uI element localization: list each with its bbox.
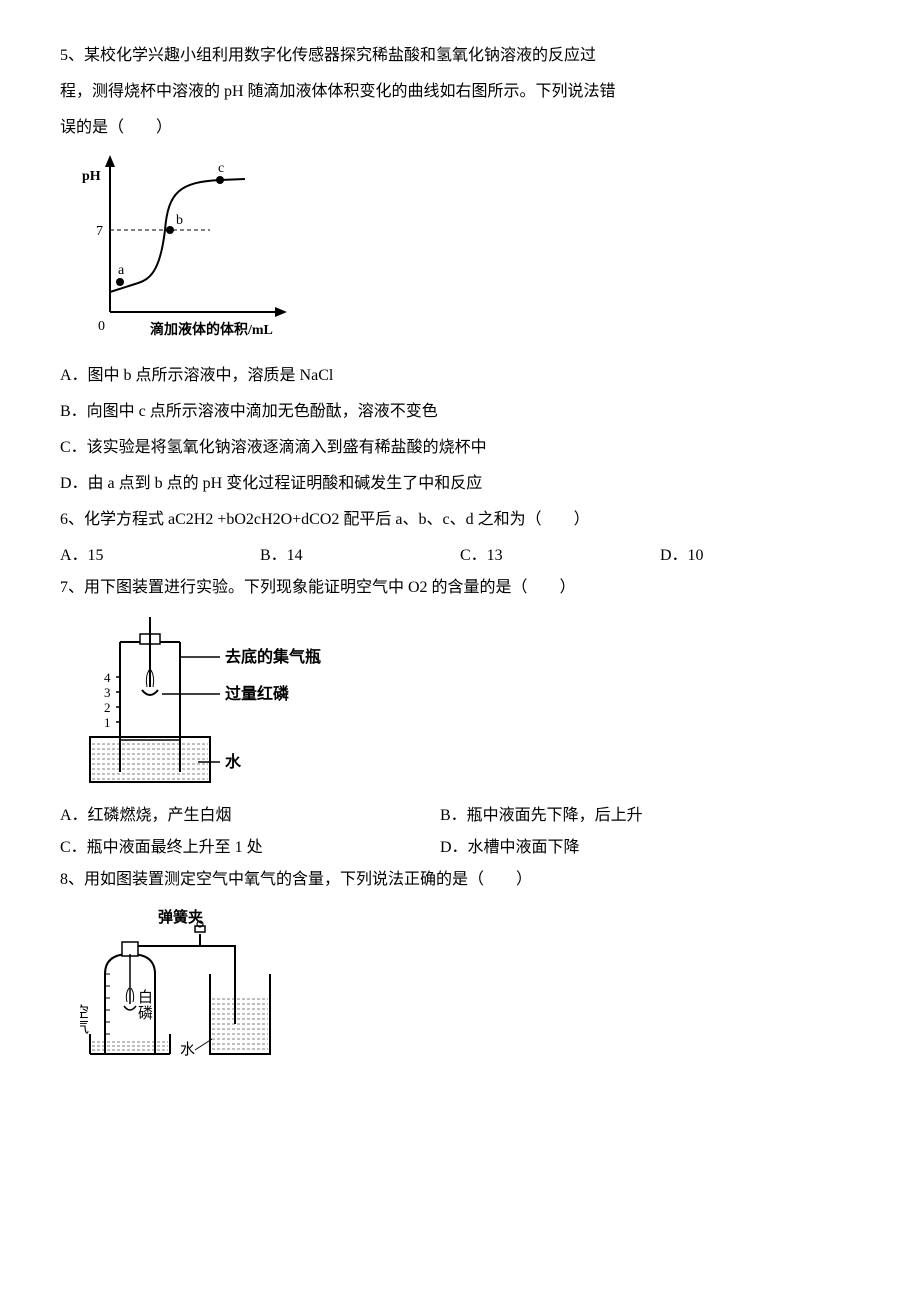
svg-text:4: 4 — [104, 670, 111, 685]
svg-text:空气: 空气 — [80, 1004, 89, 1034]
svg-text:pH: pH — [82, 169, 101, 184]
svg-text:3: 3 — [104, 685, 111, 700]
svg-text:滴加液体的体积/mL: 滴加液体的体积/mL — [150, 321, 273, 338]
q6-option-a: A．15 — [60, 540, 260, 572]
q8-stem: 8、用如图装置测定空气中氧气的含量，下列说法正确的是（ ） — [60, 864, 860, 896]
svg-text:过量红磷: 过量红磷 — [225, 684, 290, 703]
svg-text:0: 0 — [98, 319, 105, 334]
q6-options: A．15 B．14 C．13 D．10 — [60, 540, 860, 572]
q5-option-b: B．向图中 c 点所示溶液中滴加无色酚酞，溶液不变色 — [60, 396, 860, 428]
q7-option-a: A．红磷燃烧，产生白烟 — [60, 800, 440, 832]
svg-text:水: 水 — [180, 1041, 195, 1058]
svg-text:a: a — [118, 263, 125, 278]
q5-option-a: A．图中 b 点所示溶液中，溶质是 NaCl — [60, 360, 860, 392]
q8-diagram: 弹簧夹空气 白磷水 — [80, 904, 860, 1064]
svg-text:7: 7 — [96, 224, 103, 239]
svg-text:水: 水 — [225, 752, 242, 771]
q5-stem-line1: 5、某校化学兴趣小组利用数字化传感器探究稀盐酸和氢氧化钠溶液的反应过 — [60, 40, 860, 72]
q7-options-row2: C．瓶中液面最终上升至 1 处 D．水槽中液面下降 — [60, 832, 860, 864]
q5-option-d: D．由 a 点到 b 点的 pH 变化过程证明酸和碱发生了中和反应 — [60, 468, 860, 500]
svg-text:c: c — [218, 161, 224, 176]
q5-stem-line2: 程，测得烧杯中溶液的 pH 随滴加液体体积变化的曲线如右图所示。下列说法错 — [60, 76, 860, 108]
q7-diagram: 4321 去底的集气瓶过量红磷水 — [80, 612, 860, 792]
svg-text:2: 2 — [104, 700, 111, 715]
svg-text:b: b — [176, 213, 183, 228]
q7-option-b: B．瓶中液面先下降，后上升 — [440, 800, 820, 832]
svg-text:去底的集气瓶: 去底的集气瓶 — [225, 647, 321, 666]
q7-options-row1: A．红磷燃烧，产生白烟 B．瓶中液面先下降，后上升 — [60, 800, 860, 832]
svg-text:白: 白 — [138, 989, 153, 1006]
q5-option-c: C．该实验是将氢氧化钠溶液逐滴滴入到盛有稀盐酸的烧杯中 — [60, 432, 860, 464]
q7-stem: 7、用下图装置进行实验。下列现象能证明空气中 O2 的含量的是（ ） — [60, 572, 860, 604]
q7-option-d: D．水槽中液面下降 — [440, 832, 820, 864]
q6-option-d: D．10 — [660, 540, 860, 572]
q6-option-c: C．13 — [460, 540, 660, 572]
svg-text:弹簧夹: 弹簧夹 — [158, 908, 203, 926]
q6-option-b: B．14 — [260, 540, 460, 572]
svg-text:1: 1 — [104, 715, 111, 730]
svg-text:磷: 磷 — [138, 1005, 153, 1022]
q6-stem: 6、化学方程式 aC2H2 +bO2cH2O+dCO2 配平后 a、b、c、d … — [60, 504, 860, 536]
q5-stem-line3: 误的是（ ） — [60, 112, 860, 144]
q7-option-c: C．瓶中液面最终上升至 1 处 — [60, 832, 440, 864]
q5-chart: pH 0 滴加液体的体积/mL 7 a b c — [80, 152, 860, 352]
